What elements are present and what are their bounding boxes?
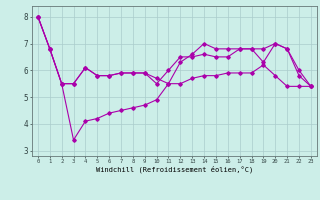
- X-axis label: Windchill (Refroidissement éolien,°C): Windchill (Refroidissement éolien,°C): [96, 166, 253, 173]
